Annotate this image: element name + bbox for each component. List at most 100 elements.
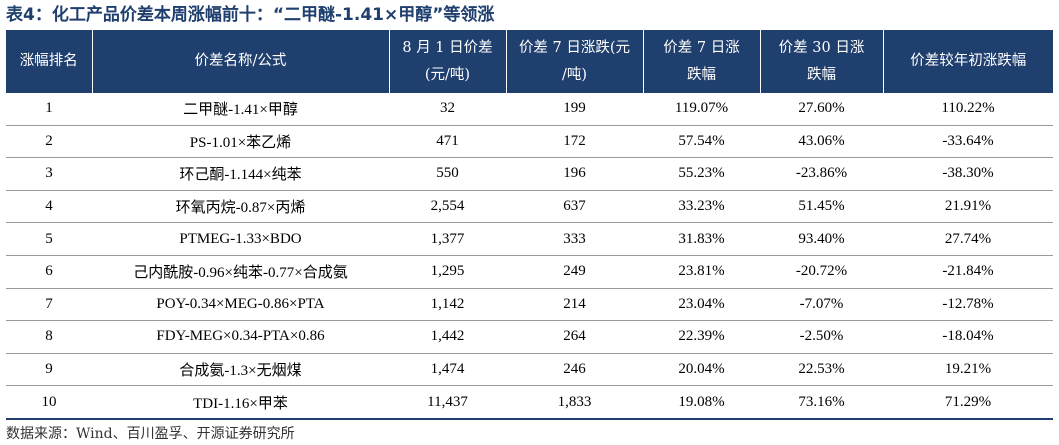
table-row: 6 己内酰胺-0.96×纯苯-0.77×合成氨 1,295 249 23.81%… <box>6 255 1053 289</box>
cell-name: 二甲醚-1.41×甲醇 <box>92 93 389 126</box>
cell-name: 环己酮-1.144×纯苯 <box>92 157 389 191</box>
cell-name: TDI-1.16×甲苯 <box>92 385 389 420</box>
header-chg7: 价差 7 日涨跌(元 /吨) <box>506 30 644 93</box>
cell-name: FDY-MEG×0.34-PTA×0.86 <box>92 320 389 354</box>
cell-rank: 8 <box>6 320 92 354</box>
header-pct30-label-1: 价差 30 日涨 <box>778 39 865 56</box>
cell-ytd: 19.21% <box>883 353 1053 387</box>
cell-spread: 1,295 <box>389 255 506 289</box>
cell-name: 环氧丙烷-0.87×丙烯 <box>92 190 389 224</box>
cell-pct7: 57.54% <box>643 125 760 159</box>
header-rank-label: 涨幅排名 <box>19 53 78 69</box>
spread-table: 涨幅排名 价差名称/公式 8 月 1 日价差 (元/吨) 价差 7 日涨跌(元 … <box>6 30 1053 420</box>
table-body: 1 二甲醚-1.41×甲醇 32 199 119.07% 27.60% 110.… <box>6 93 1053 420</box>
cell-spread: 2,554 <box>389 190 506 224</box>
header-pct30: 价差 30 日涨 跌幅 <box>760 30 884 93</box>
cell-rank: 4 <box>6 190 92 224</box>
cell-pct30: -7.07% <box>760 288 883 322</box>
header-row: 涨幅排名 价差名称/公式 8 月 1 日价差 (元/吨) 价差 7 日涨跌(元 … <box>6 30 1053 93</box>
cell-pct7: 20.04% <box>643 353 760 387</box>
cell-ytd: -33.64% <box>883 125 1053 159</box>
table-row: 4 环氧丙烷-0.87×丙烯 2,554 637 33.23% 51.45% 2… <box>6 190 1053 224</box>
cell-pct30: -2.50% <box>760 320 883 354</box>
cell-spread: 11,437 <box>389 385 506 420</box>
cell-pct7: 55.23% <box>643 157 760 191</box>
cell-name: POY-0.34×MEG-0.86×PTA <box>92 288 389 322</box>
cell-rank: 7 <box>6 288 92 322</box>
cell-rank: 9 <box>6 353 92 387</box>
cell-name: 己内酰胺-0.96×纯苯-0.77×合成氨 <box>92 255 389 289</box>
cell-pct7: 31.83% <box>643 222 760 256</box>
cell-ytd: -12.78% <box>883 288 1053 322</box>
cell-spread: 1,442 <box>389 320 506 354</box>
cell-rank: 3 <box>6 157 92 191</box>
spread-table-container: 涨幅排名 价差名称/公式 8 月 1 日价差 (元/吨) 价差 7 日涨跌(元 … <box>6 30 1053 420</box>
header-pct7-label-2: 跌幅 <box>687 66 716 83</box>
header-pct7: 价差 7 日涨 跌幅 <box>643 30 761 93</box>
cell-chg7: 264 <box>506 320 643 354</box>
cell-ytd: 110.22% <box>883 93 1053 126</box>
cell-chg7: 249 <box>506 255 643 289</box>
cell-rank: 10 <box>6 385 92 420</box>
cell-name: PTMEG-1.33×BDO <box>92 222 389 256</box>
cell-pct30: -20.72% <box>760 255 883 289</box>
table-row: 7 POY-0.34×MEG-0.86×PTA 1,142 214 23.04%… <box>6 288 1053 322</box>
header-rank: 涨幅排名 <box>6 30 93 93</box>
cell-ytd: 21.91% <box>883 190 1053 224</box>
header-ytd: 价差较年初涨跌幅 <box>883 30 1053 93</box>
header-spread-label-2: (元/吨) <box>424 66 471 83</box>
cell-rank: 6 <box>6 255 92 289</box>
cell-chg7: 637 <box>506 190 643 224</box>
cell-chg7: 214 <box>506 288 643 322</box>
cell-pct7: 119.07% <box>643 93 760 126</box>
cell-ytd: -38.30% <box>883 157 1053 191</box>
header-spread: 8 月 1 日价差 (元/吨) <box>389 30 507 93</box>
cell-pct7: 33.23% <box>643 190 760 224</box>
cell-chg7: 199 <box>506 93 643 126</box>
header-pct7-label-1: 价差 7 日涨 <box>663 39 740 56</box>
cell-chg7: 246 <box>506 353 643 387</box>
cell-pct30: 73.16% <box>760 385 883 420</box>
table-row: 9 合成氨-1.3×无烟煤 1,474 246 20.04% 22.53% 19… <box>6 353 1053 387</box>
table-row: 2 PS-1.01×苯乙烯 471 172 57.54% 43.06% -33.… <box>6 125 1053 159</box>
cell-ytd: -21.84% <box>883 255 1053 289</box>
cell-pct30: 22.53% <box>760 353 883 387</box>
cell-pct7: 19.08% <box>643 385 760 420</box>
cell-ytd: -18.04% <box>883 320 1053 354</box>
cell-name: PS-1.01×苯乙烯 <box>92 125 389 159</box>
table-row: 8 FDY-MEG×0.34-PTA×0.86 1,442 264 22.39%… <box>6 320 1053 354</box>
cell-chg7: 1,833 <box>506 385 643 420</box>
header-name: 价差名称/公式 <box>92 30 390 93</box>
cell-spread: 1,377 <box>389 222 506 256</box>
cell-pct30: 93.40% <box>760 222 883 256</box>
cell-pct30: 51.45% <box>760 190 883 224</box>
cell-pct30: -23.86% <box>760 157 883 191</box>
header-chg7-label-2: /吨) <box>561 66 588 83</box>
cell-spread: 550 <box>389 157 506 191</box>
header-spread-label-1: 8 月 1 日价差 <box>402 39 493 56</box>
cell-ytd: 71.29% <box>883 385 1053 420</box>
cell-pct7: 23.81% <box>643 255 760 289</box>
cell-spread: 32 <box>389 93 506 126</box>
table-row: 3 环己酮-1.144×纯苯 550 196 55.23% -23.86% -3… <box>6 157 1053 191</box>
cell-name: 合成氨-1.3×无烟煤 <box>92 353 389 387</box>
cell-pct30: 27.60% <box>760 93 883 126</box>
source-note: 数据来源：Wind、百川盈孚、开源证券研究所 <box>6 426 295 442</box>
cell-pct30: 43.06% <box>760 125 883 159</box>
header-name-label: 价差名称/公式 <box>194 53 287 69</box>
cell-spread: 471 <box>389 125 506 159</box>
cell-ytd: 27.74% <box>883 222 1053 256</box>
cell-chg7: 172 <box>506 125 643 159</box>
header-ytd-label: 价差较年初涨跌幅 <box>910 53 1027 69</box>
cell-pct7: 22.39% <box>643 320 760 354</box>
header-chg7-label-1: 价差 7 日涨跌(元 <box>518 39 631 56</box>
cell-rank: 1 <box>6 93 92 126</box>
header-pct30-label-2: 跌幅 <box>807 66 836 83</box>
cell-spread: 1,142 <box>389 288 506 322</box>
cell-chg7: 196 <box>506 157 643 191</box>
cell-rank: 5 <box>6 222 92 256</box>
table-row: 1 二甲醚-1.41×甲醇 32 199 119.07% 27.60% 110.… <box>6 93 1053 126</box>
cell-spread: 1,474 <box>389 353 506 387</box>
table-header: 涨幅排名 价差名称/公式 8 月 1 日价差 (元/吨) 价差 7 日涨跌(元 … <box>6 30 1053 93</box>
cell-rank: 2 <box>6 125 92 159</box>
